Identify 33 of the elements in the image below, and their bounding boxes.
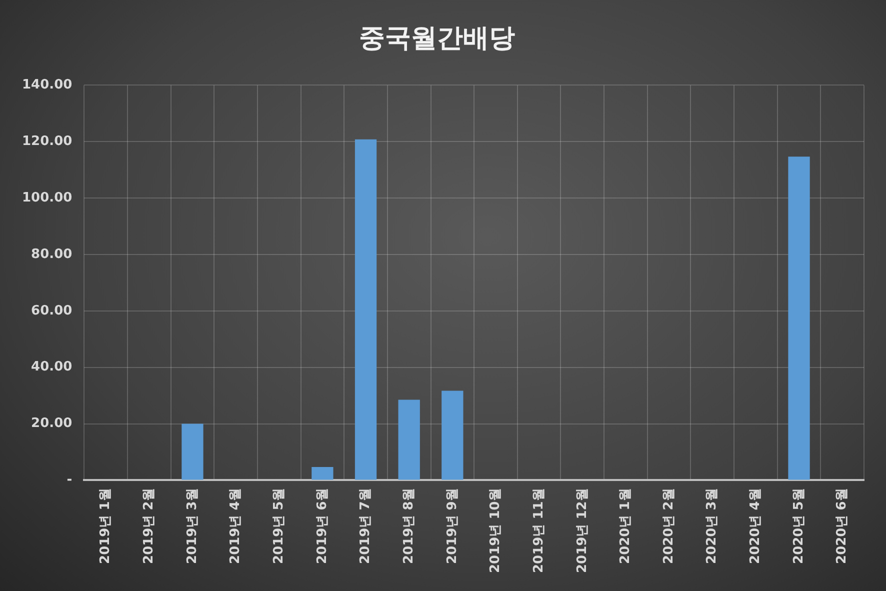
x-tick-label: 2019년 11월 — [531, 488, 546, 574]
y-tick-label: - — [66, 472, 72, 488]
y-tick-label: 80.00 — [31, 246, 72, 262]
x-tick-label: 2019년 4월 — [228, 488, 244, 564]
x-tick-label: 2019년 2월 — [142, 488, 157, 564]
bar — [788, 156, 810, 480]
x-tick-label: 2019년 6월 — [314, 488, 330, 564]
x-tick-label: 2019년 7월 — [358, 488, 374, 564]
x-tick-label: 2020년 1월 — [618, 488, 634, 564]
chart-title: 중국월간배당 — [359, 23, 515, 54]
y-tick-label: 100.00 — [22, 190, 72, 206]
y-tick-label: 40.00 — [31, 360, 72, 375]
y-tick-label: 140.00 — [22, 78, 72, 93]
y-tick-label: 20.00 — [31, 416, 72, 432]
y-tick-label: 120.00 — [22, 134, 72, 150]
x-tick-label: 2019년 5월 — [272, 488, 286, 564]
x-tick-label: 2020년 4월 — [748, 488, 764, 564]
x-tick-label: 2019년 9월 — [444, 488, 460, 564]
x-tick-label: 2020년 5월 — [791, 488, 806, 564]
x-tick-label: 2020년 6월 — [834, 488, 850, 564]
bar — [354, 139, 377, 480]
bar — [398, 400, 420, 480]
y-tick-label: 60.00 — [31, 303, 72, 318]
x-tick-label: 2019년 12월 — [574, 488, 590, 574]
x-tick-label: 2019년 3월 — [184, 488, 200, 564]
x-tick-label: 2020년 2월 — [661, 488, 676, 564]
x-tick-label: 2020년 3월 — [704, 488, 720, 564]
bar — [442, 390, 464, 480]
x-tick-label: 2019년 8월 — [401, 488, 416, 564]
x-tick-label: 2019년 1월 — [98, 488, 114, 564]
bar — [312, 466, 334, 480]
x-tick-label: 2019년 10월 — [488, 488, 504, 574]
bar — [182, 424, 204, 480]
